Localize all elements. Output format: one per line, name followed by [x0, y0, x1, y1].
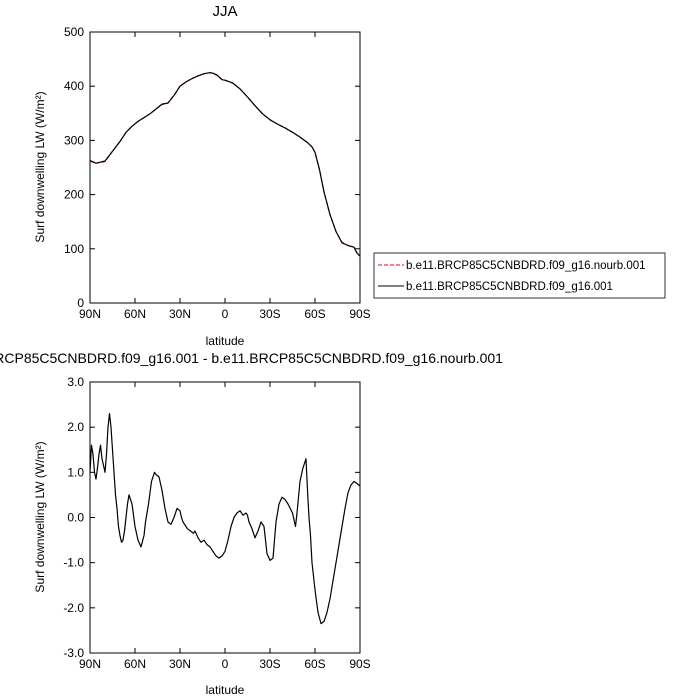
bottom-series-line-0	[89, 413, 361, 625]
bottom-x-tick-label: 60N	[124, 657, 146, 671]
bottom-y-axis-label: Surf downwelling LW (W/m²)	[33, 441, 47, 592]
top-y-tick-label: 100	[64, 242, 84, 256]
bottom-y-tick-label: -2.0	[63, 601, 84, 615]
top-chart: JJA 90N 60N 30N 0 30S 60S 90S0100200300400500 …	[33, 3, 666, 348]
top-chart-title: JJA	[212, 3, 237, 20]
top-series-line-1	[89, 72, 361, 257]
bottom-y-tick-label: 0.0	[67, 511, 84, 525]
bottom-chart-title: b.e11.BRCP85C5CNBDRD.f09_g16.001 - b.e11…	[0, 350, 503, 366]
bottom-x-axis-label: latitude	[206, 683, 245, 697]
bottom-x-tick-label: 30S	[259, 657, 280, 671]
top-x-axis-label: latitude	[206, 334, 245, 348]
top-y-tick-label: 0	[77, 296, 84, 310]
bottom-y-tick-label: 1.0	[67, 465, 84, 479]
top-x-tick-label: 90S	[349, 307, 370, 321]
top-y-tick-label: 400	[64, 79, 84, 93]
top-x-tick-label: 60N	[124, 307, 146, 321]
bottom-x-tick-label: 60S	[304, 657, 325, 671]
top-y-tick-label: 300	[64, 133, 84, 147]
top-y-axis-label: Surf downwelling LW (W/m²)	[33, 91, 47, 242]
bottom-y-tick-label: 3.0	[67, 375, 84, 389]
bottom-y-tick-label: -3.0	[63, 646, 84, 660]
bottom-y-tick-label: -1.0	[63, 556, 84, 570]
bottom-plot-frame	[89, 381, 361, 654]
legend-label-nourb: b.e11.BRCP85C5CNBDRD.f09_g16.nourb.001	[406, 260, 646, 272]
legend-box	[373, 252, 666, 299]
top-x-tick-label: 0	[222, 307, 229, 321]
bottom-x-tick-label: 30N	[169, 657, 191, 671]
top-x-tick-label: 60S	[304, 307, 325, 321]
bottom-x-tick-label: 0	[222, 657, 229, 671]
bottom-x-tick-label: 90N	[79, 657, 101, 671]
bottom-chart: b.e11.BRCP85C5CNBDRD.f09_g16.001 - b.e11…	[0, 350, 503, 697]
top-x-tick-label: 30N	[169, 307, 191, 321]
bottom-x-tick-label: 90S	[349, 657, 370, 671]
top-y-tick-label: 200	[64, 188, 84, 202]
top-x-tick-label: 90N	[79, 307, 101, 321]
top-series-line-0	[89, 72, 361, 257]
top-y-tick-label: 500	[64, 25, 84, 39]
legend: b.e11.BRCP85C5CNBDRD.f09_g16.nourb.001 b…	[373, 252, 666, 299]
top-x-tick-label: 30S	[259, 307, 280, 321]
legend-label-control: b.e11.BRCP85C5CNBDRD.f09_g16.001	[406, 281, 613, 293]
bottom-y-tick-label: 2.0	[67, 420, 84, 434]
